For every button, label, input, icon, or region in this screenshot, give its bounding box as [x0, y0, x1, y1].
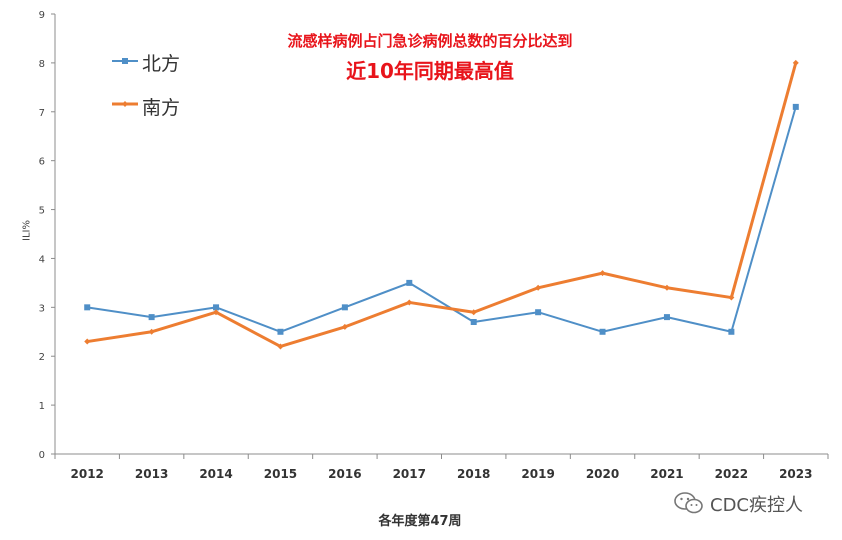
- data-point-south: [663, 284, 670, 291]
- wechat-icon: [674, 492, 703, 514]
- data-point-south: [277, 343, 284, 350]
- watermark: CDC疾控人: [672, 490, 832, 516]
- data-point-south: [792, 59, 799, 66]
- y-tick-label: 4: [39, 254, 45, 265]
- data-point-south: [341, 323, 348, 330]
- x-tick-label: 2019: [521, 467, 554, 481]
- x-tick-label: 2015: [264, 467, 297, 481]
- watermark-text: CDC疾控人: [710, 495, 803, 516]
- series-line-north: [87, 106, 797, 333]
- data-point-north: [406, 279, 413, 286]
- data-point-north: [341, 304, 348, 311]
- legend-label-north: 北方: [142, 53, 181, 75]
- chart-subtitle: 近10年同期最高值: [346, 59, 514, 83]
- data-point-south: [599, 270, 606, 277]
- x-tick-label: 2022: [715, 467, 748, 481]
- data-point-north: [663, 314, 670, 321]
- data-point-north: [792, 103, 799, 110]
- y-tick-label: 6: [39, 157, 45, 168]
- data-point-south: [148, 328, 155, 335]
- y-tick-label: 0: [39, 450, 45, 461]
- x-tick-label: 2023: [779, 467, 812, 481]
- y-tick-label: 3: [39, 303, 45, 314]
- x-tick-label: 2012: [71, 467, 104, 481]
- data-point-south: [213, 309, 220, 316]
- x-tick-label: 2021: [650, 467, 683, 481]
- y-tick-label: 1: [39, 401, 45, 412]
- y-tick-label: 5: [39, 206, 45, 217]
- chart-title: 流感样病例占门急诊病例总数的百分比达到: [287, 32, 573, 50]
- y-tick-label: 8: [39, 59, 45, 70]
- data-point-north: [728, 328, 735, 335]
- x-tick-label: 2014: [199, 467, 232, 481]
- y-tick-label: 2: [39, 352, 45, 363]
- x-axis-label: 各年度第47周: [378, 514, 462, 529]
- data-point-north: [277, 328, 284, 335]
- x-tick-label: 2016: [328, 467, 361, 481]
- x-tick-label: 2018: [457, 467, 490, 481]
- data-point-north: [213, 304, 220, 311]
- data-point-south: [84, 338, 91, 345]
- y-tick-label: 7: [39, 108, 45, 119]
- legend-marker-north: [122, 58, 128, 64]
- x-tick-label: 2013: [135, 467, 168, 481]
- x-tick-label: 2020: [586, 467, 619, 481]
- data-point-south: [406, 299, 413, 306]
- legend-label-south: 南方: [142, 97, 181, 119]
- data-point-south: [470, 309, 477, 316]
- data-point-north: [148, 314, 155, 321]
- data-point-south: [728, 294, 735, 301]
- series-line-south: [86, 62, 798, 348]
- legend-marker-south: [122, 101, 128, 107]
- data-point-north: [535, 309, 542, 316]
- y-axis-label: ILI%: [21, 220, 33, 241]
- data-point-north: [470, 319, 477, 325]
- x-tick-label: 2017: [393, 467, 426, 481]
- data-point-north: [84, 304, 91, 311]
- data-point-south: [535, 284, 542, 291]
- data-point-north: [599, 328, 606, 335]
- y-tick-label: 9: [39, 10, 45, 21]
